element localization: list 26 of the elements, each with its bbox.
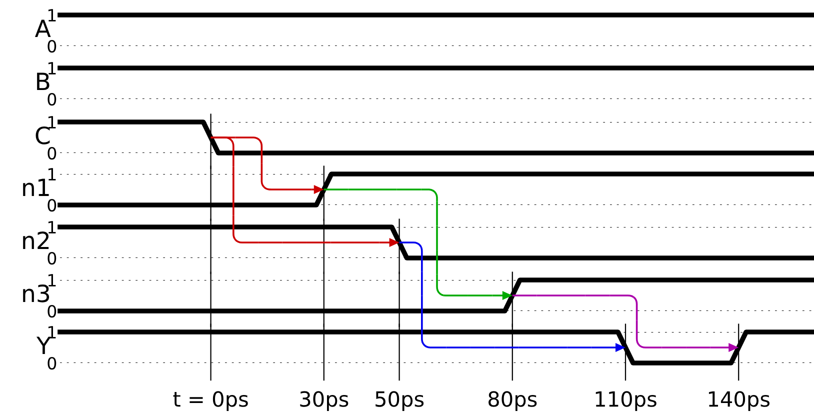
y-axis-title: A [34,20,51,38]
y-axis-title: C [36,126,50,144]
y-axis-title: Y [36,336,51,354]
y-tick-label: 0 [48,146,56,160]
y-tick-label: 0 [48,198,56,212]
x-tick-label: t = 0ps [173,391,248,411]
y-tick-label: 0 [48,92,56,106]
y-tick-label: 0 [48,304,56,318]
x-tick-label: 30ps [300,391,348,411]
y-axis-title: B [37,72,50,90]
x-tick-label: 80ps [488,391,537,411]
y-tick-label: 1 [48,274,56,286]
y-axis-title: n3 [23,284,50,302]
y-tick-label: 1 [48,62,56,74]
y-axis-title: n2 [23,231,49,250]
x-tick-label: 110ps [596,391,656,411]
x-tick-label: 50ps [376,391,424,411]
y-tick-label: 0 [48,40,56,53]
y-tick-label: 0 [48,252,56,265]
y-tick-label: 0 [48,356,56,370]
y-tick-label: 1 [48,116,56,128]
x-tick-label: 140ps [708,391,770,411]
y-tick-label: 1 [48,9,56,22]
y-tick-label: 1 [48,221,56,234]
y-axis-title: n1 [23,178,49,196]
y-tick-label: 1 [48,168,56,180]
